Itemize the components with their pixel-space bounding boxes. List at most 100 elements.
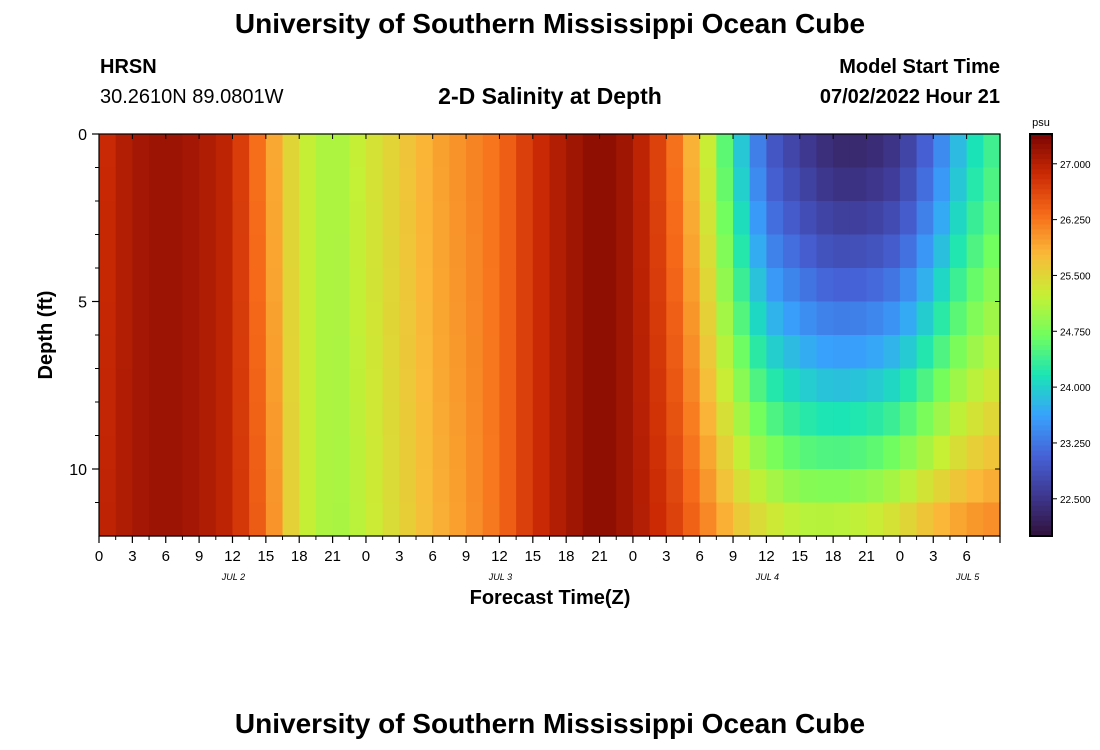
heatmap-cell [399, 134, 417, 169]
heatmap-cell [499, 268, 517, 303]
heatmap-cell [883, 402, 901, 437]
colorbar-segment [1030, 360, 1052, 366]
heatmap-cell [599, 167, 617, 202]
heatmap-cell [399, 402, 417, 437]
heatmap-cell [432, 301, 450, 336]
heatmap-cell [666, 435, 684, 470]
colorbar-segment [1030, 229, 1052, 236]
colorbar-segment [1030, 510, 1052, 517]
heatmap-cell [282, 469, 300, 504]
colorbar-segment [1030, 169, 1052, 175]
heatmap-cell [432, 268, 450, 303]
heatmap-cell [516, 134, 534, 169]
heatmap-cell [666, 234, 684, 269]
heatmap-cell [165, 234, 184, 269]
heatmap-cell [983, 234, 1001, 269]
heatmap-cell [632, 167, 651, 202]
heatmap-cell [466, 502, 484, 537]
heatmap-cell [499, 502, 517, 537]
heatmap-cell [349, 234, 367, 269]
heatmap-cell [983, 368, 1001, 403]
heatmap-cell [799, 435, 818, 470]
heatmap-cell [816, 435, 834, 470]
heatmap-cell [799, 368, 818, 403]
heatmap-cell [365, 368, 384, 403]
heatmap-cell [499, 234, 517, 269]
heatmap-cell [132, 301, 150, 336]
heatmap-cell [966, 234, 984, 269]
colorbar-segment [1030, 350, 1052, 356]
heatmap-cell [716, 268, 734, 303]
heatmap-cell [749, 502, 768, 537]
heatmap-cell [232, 435, 250, 470]
x-tick-label: 21 [324, 548, 341, 565]
heatmap-cell [933, 402, 951, 437]
colorbar-segment [1030, 179, 1052, 185]
heatmap-cell [833, 134, 851, 169]
heatmap-cell [432, 469, 450, 504]
station-name: HRSN [100, 56, 157, 78]
heatmap-cell [315, 201, 334, 236]
heatmap-cell [282, 167, 300, 202]
colorbar-segment [1030, 249, 1052, 256]
heatmap-cell [816, 201, 834, 236]
heatmap-cell [115, 167, 133, 202]
heatmap-cell [649, 167, 667, 202]
heatmap-cell [482, 301, 501, 336]
heatmap-cell [799, 167, 818, 202]
heatmap-cell [783, 234, 801, 269]
heatmap-cell [516, 335, 534, 370]
colorbar-segment [1030, 314, 1052, 321]
heatmap-cell [99, 167, 117, 202]
heatmap-cell [382, 435, 400, 470]
heatmap-cell [265, 201, 284, 236]
heatmap-cell [299, 234, 317, 269]
heatmap-cell [699, 402, 717, 437]
heatmap-cell [949, 502, 968, 537]
heatmap-cell [132, 335, 150, 370]
colorbar-tick-label: 25.500 [1060, 271, 1091, 282]
heatmap-cell [549, 234, 567, 269]
heatmap-cell [866, 368, 884, 403]
colorbar-segment [1030, 385, 1052, 391]
heatmap-cell [199, 435, 217, 470]
colorbar-segment [1030, 269, 1052, 276]
heatmap-cell [265, 167, 284, 202]
heatmap-cell [966, 301, 984, 336]
heatmap-cell [99, 301, 117, 336]
heatmap-cell [666, 167, 684, 202]
colorbar-segment [1030, 340, 1052, 346]
heatmap-cell [783, 301, 801, 336]
heatmap-cell [265, 368, 284, 403]
colorbar-segment [1030, 219, 1052, 226]
heatmap-cell [766, 502, 784, 537]
heatmap-cell [399, 469, 417, 504]
footer-title: University of Southern Mississippi Ocean… [234, 708, 866, 739]
heatmap-cell [966, 134, 984, 169]
heatmap-cell [799, 201, 818, 236]
heatmap-cell [599, 502, 617, 537]
x-tick-label: 9 [195, 548, 203, 565]
heatmap-cell [499, 201, 517, 236]
heatmap-cell [933, 301, 951, 336]
colorbar-segment [1030, 164, 1052, 170]
colorbar-segment [1030, 475, 1052, 482]
heatmap-cell [516, 469, 534, 504]
heatmap-cell [182, 335, 200, 370]
model-start-value: 07/02/2022 Hour 21 [819, 86, 1000, 108]
heatmap-cell [983, 469, 1001, 504]
heatmap-cell [315, 234, 334, 269]
heatmap-cell [933, 469, 951, 504]
heatmap-cell [599, 368, 617, 403]
heatmap-cell [949, 435, 968, 470]
heatmap-cell [649, 134, 667, 169]
heatmap-cell [516, 301, 534, 336]
heatmap-cell [799, 234, 818, 269]
heatmap-cell [399, 301, 417, 336]
heatmap-cell [949, 301, 968, 336]
heatmap-cell [332, 469, 350, 504]
date-label: JUL 4 [755, 572, 779, 582]
heatmap-cell [649, 502, 667, 537]
x-tick-label: 3 [395, 548, 403, 565]
heatmap-cell [99, 469, 117, 504]
